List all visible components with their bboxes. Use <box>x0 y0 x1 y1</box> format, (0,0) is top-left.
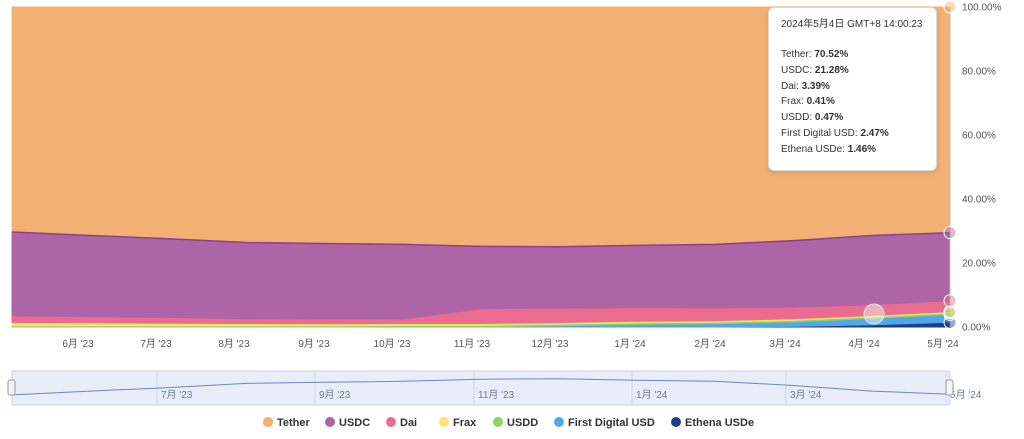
tooltip-row: USDD: 0.47% <box>781 110 924 126</box>
y-tick-label: 20.00% <box>962 259 996 270</box>
x-tick-label: 2月 '24 <box>694 338 726 350</box>
x-tick-label: 10月 '23 <box>374 338 411 350</box>
hover-point <box>943 0 957 14</box>
tooltip-row-label: USDD: <box>781 112 815 124</box>
navigator-tick-label: 3月 '24 <box>790 389 822 401</box>
legend-label: USDD <box>507 417 538 429</box>
tooltip-row-label: USDC: <box>781 64 815 76</box>
legend-label: Dai <box>400 417 417 429</box>
legend-label: First Digital USD <box>568 417 655 429</box>
x-tick-label: 4月 '24 <box>848 338 880 350</box>
x-tick-label: 1月 '24 <box>614 338 646 350</box>
tooltip-row-value: 21.28% <box>814 64 849 76</box>
tooltip-row-label: Frax: <box>781 96 807 108</box>
tooltip-row: Ethena USDe: 1.46% <box>781 142 924 158</box>
y-tick-label: 100.00% <box>962 3 1002 14</box>
tooltip-row: First Digital USD: 2.47% <box>781 126 924 142</box>
legend-label: USDC <box>339 417 370 429</box>
legend-item-frax[interactable]: Frax <box>439 417 477 429</box>
chart-tooltip: 2024年5月4日 GMT+8 14:00:23 Tether: 70.52% U… <box>768 7 937 171</box>
legend-label: Ethena USDe <box>685 417 754 429</box>
tooltip-row: USDC: 21.28% <box>781 63 924 79</box>
navigator-tick-label: 1月 '24 <box>636 389 668 401</box>
tooltip-row: Frax: 0.41% <box>781 94 924 110</box>
legend-label: Frax <box>453 417 477 429</box>
navigator-tick-label: 5月 '24 <box>950 389 982 401</box>
navigator-series-line <box>11 378 951 396</box>
tooltip-row-label: Ethena USDe: <box>781 143 848 155</box>
x-tick-label: 3月 '24 <box>769 338 801 350</box>
legend-swatch <box>671 417 681 427</box>
legend-swatch <box>493 417 503 427</box>
legend-swatch <box>263 417 273 427</box>
y-tick-label: 0.00% <box>962 323 990 334</box>
tooltip-row-label: Tether: <box>781 49 815 60</box>
legend-swatch <box>325 417 335 427</box>
tooltip-row-value: 2.47% <box>860 127 889 139</box>
tooltip-row-value: 1.46% <box>847 143 877 155</box>
hover-highlight <box>863 303 885 325</box>
navigator-tick-label: 9月 '23 <box>319 389 351 401</box>
legend-item-usdd[interactable]: USDD <box>493 417 538 429</box>
navigator-tick-label: 7月 '23 <box>161 389 193 401</box>
y-tick-label: 40.00% <box>962 195 996 206</box>
tooltip-row-value: 3.39% <box>801 80 830 92</box>
tooltip-row: Tether: 70.52% <box>781 47 924 63</box>
legend-swatch <box>554 417 564 427</box>
tooltip-row-label: First Digital USD: <box>781 127 861 139</box>
tooltip-row-value: 70.52% <box>814 49 849 60</box>
legend-item-dai[interactable]: Dai <box>386 417 417 429</box>
hover-point <box>943 305 957 319</box>
legend-swatch <box>439 417 449 427</box>
x-tick-label: 12月 '23 <box>532 338 569 350</box>
x-tick-label: 9月 '23 <box>298 338 330 350</box>
hover-point <box>943 226 957 240</box>
hover-point <box>943 294 957 308</box>
legend-item-usdc[interactable]: USDC <box>325 417 370 429</box>
tooltip-row-label: Dai: <box>781 80 802 92</box>
x-tick-label: 6月 '23 <box>62 338 94 350</box>
legend-item-tether[interactable]: Tether <box>263 417 311 429</box>
navigator-left-handle[interactable] <box>7 379 16 396</box>
legend-label: Tether <box>277 417 311 429</box>
tooltip-row: Dai: 3.39% <box>781 79 924 95</box>
x-tick-label: 8月 '23 <box>218 338 250 350</box>
tooltip-row-value: 0.47% <box>814 112 844 124</box>
legend-swatch <box>386 417 396 427</box>
x-tick-label: 7月 '23 <box>140 338 172 350</box>
y-tick-label: 60.00% <box>962 131 996 142</box>
usdc-top-edge <box>11 231 951 248</box>
navigator-tick-label: 11月 '23 <box>478 389 515 401</box>
legend-item-first-digital-usd[interactable]: First Digital USD <box>554 417 655 429</box>
legend-item-ethena-usde[interactable]: Ethena USDe <box>671 417 754 429</box>
y-tick-label: 80.00% <box>962 67 996 78</box>
tooltip-date: 2024年5月4日 GMT+8 14:00:23 <box>781 19 923 30</box>
navigator-right-handle[interactable] <box>945 379 954 396</box>
tooltip-row-value: 0.41% <box>806 96 835 108</box>
x-tick-label: 5月 '24 <box>927 338 959 350</box>
x-tick-label: 11月 '23 <box>454 338 491 350</box>
